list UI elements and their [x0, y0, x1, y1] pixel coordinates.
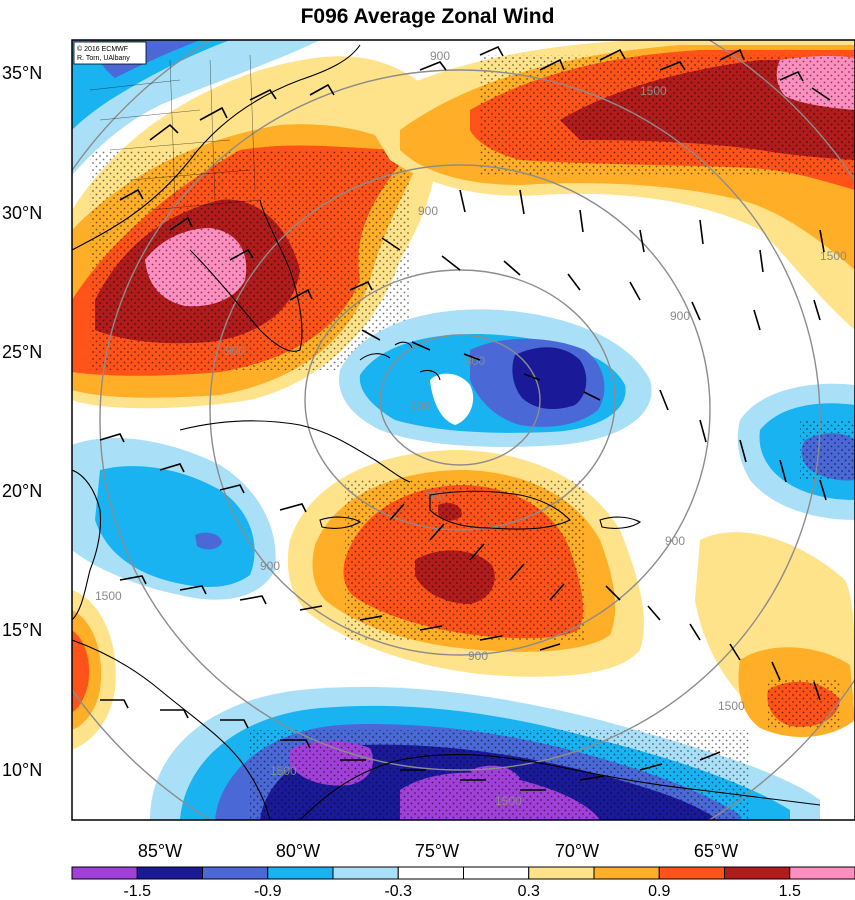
colorbar-label: -0.3 — [384, 883, 412, 900]
colorbar-swatch — [71, 866, 138, 880]
colorbar-labels: -1.5 -0.9 -0.3 0.3 0.9 1.5 — [123, 883, 801, 900]
colorbar-swatch — [267, 866, 334, 880]
colorbar-swatch — [528, 866, 595, 880]
coastlines — [72, 44, 821, 820]
contour-label: 900 — [225, 344, 245, 358]
contour-label: 900 — [665, 534, 685, 548]
contour-1200 — [99, 69, 821, 771]
contour-label: 900 — [260, 559, 280, 573]
coast-south-america — [299, 753, 821, 820]
coast-jamaica — [319, 516, 362, 529]
contour-label: 900 — [670, 309, 690, 323]
colorbar-swatches — [71, 866, 855, 880]
west-cyan — [95, 466, 255, 587]
contour-label: 300 — [465, 354, 485, 368]
contour-label: 1500 — [270, 764, 297, 778]
colorbar: -1.5 -0.9 -0.3 0.3 0.9 1.5 — [71, 866, 855, 900]
contour-label: 900 — [418, 204, 438, 218]
lat-label: 15°N — [2, 620, 42, 640]
colorbar-label: 0.9 — [648, 883, 670, 900]
colorbar-swatch — [136, 866, 203, 880]
lon-label: 70°W — [555, 841, 599, 861]
contour-label: 300 — [425, 489, 445, 503]
colorbar-swatch — [658, 866, 725, 880]
lon-label: 80°W — [276, 841, 320, 861]
lon-label: 85°W — [138, 841, 182, 861]
colorbar-swatch — [332, 866, 399, 880]
southeast-stipple — [768, 680, 840, 728]
contour-label: 1500 — [495, 794, 522, 808]
contour-label: 900 — [430, 49, 450, 63]
lat-label: 30°N — [2, 203, 42, 223]
map-frame — [71, 39, 855, 821]
credit-line-2: R. Torn, UAlbany — [77, 55, 130, 62]
lon-label: 65°W — [694, 841, 738, 861]
lat-label: 25°N — [2, 342, 42, 362]
contour-label: 1500 — [95, 589, 122, 603]
coast-bahamas — [359, 341, 441, 381]
center-navy — [512, 347, 587, 410]
credit-line-1: © 2016 ECMWF — [77, 45, 128, 53]
coast-us-east — [72, 44, 361, 251]
lat-label: 20°N — [2, 481, 42, 501]
coast-central-america — [72, 639, 271, 820]
colorbar-label: -0.9 — [254, 883, 282, 900]
coast-yucatan — [72, 469, 102, 621]
colorbar-label: 1.5 — [779, 883, 801, 900]
colorbar-swatch — [202, 866, 269, 880]
colorbar-label: -1.5 — [123, 883, 151, 900]
map-title: F096 Average Zonal Wind — [300, 5, 555, 28]
contour-300 — [379, 334, 541, 466]
credit-box: © 2016 ECMWF R. Torn, UAlbany — [73, 41, 147, 65]
west-blue-spot — [195, 532, 222, 550]
southwest-red — [72, 630, 90, 712]
coast-cuba — [179, 420, 411, 483]
contour-label: 1500 — [640, 84, 667, 98]
center-white-notch — [430, 373, 474, 425]
wind-barbs — [99, 45, 831, 791]
contour-labels: 900 900 900 900 900 900 900 1500 1500 15… — [95, 49, 847, 808]
coast-puerto-rico — [599, 516, 642, 529]
colorbar-swatch — [397, 866, 464, 880]
lat-label: 35°N — [2, 63, 42, 83]
colorbar-swatch — [724, 866, 791, 880]
contour-label: 900 — [468, 649, 488, 663]
credit-background — [73, 41, 147, 65]
contour-label: 1500 — [718, 699, 745, 713]
coast-hispaniola — [429, 490, 571, 530]
longitude-labels: 85°W 80°W 75°W 70°W 65°W — [138, 841, 738, 861]
coast-florida — [189, 199, 303, 352]
band-s-stipple — [250, 730, 750, 820]
state-borders — [89, 54, 261, 211]
contour-900 — [209, 164, 711, 656]
latitude-labels: 35°N 30°N 25°N 20°N 15°N 10°N — [2, 63, 42, 780]
band-nw-stipple — [90, 150, 410, 370]
south-stipple — [345, 480, 585, 640]
lat-label: 10°N — [2, 760, 42, 780]
colorbar-swatch — [593, 866, 660, 880]
lon-label: 75°W — [415, 841, 459, 861]
colorbar-swatch — [463, 866, 530, 880]
contour-label: 1500 — [820, 249, 847, 263]
colorbar-label: 0.3 — [518, 883, 540, 900]
contour-label: 300 — [410, 399, 430, 413]
colorbar-swatch — [789, 866, 855, 880]
east-stipple — [800, 420, 855, 480]
